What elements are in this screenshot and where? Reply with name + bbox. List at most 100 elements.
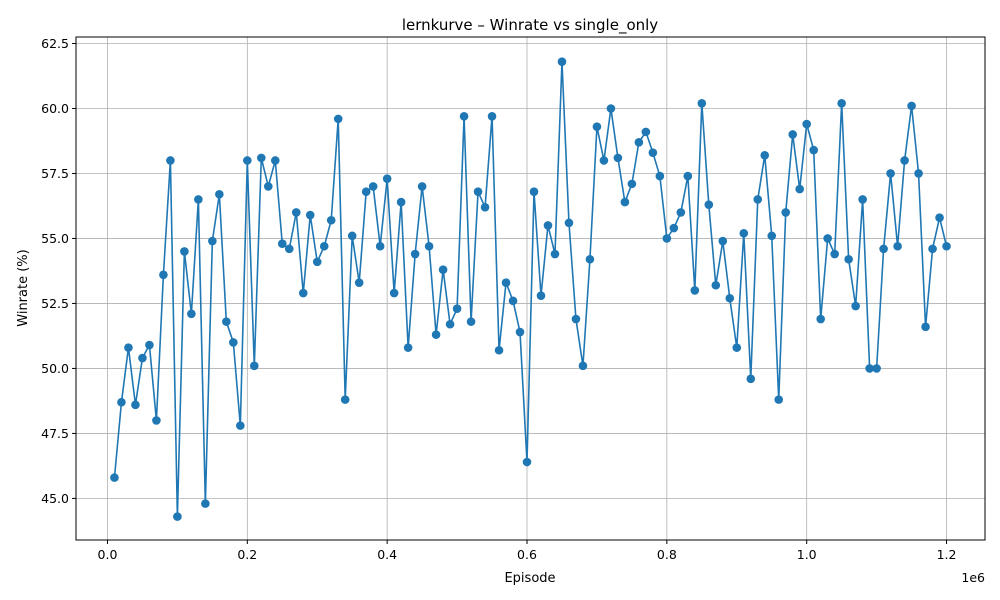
data-point [124,343,133,352]
data-point [117,397,126,407]
data-point [655,171,665,181]
data-point [361,187,371,196]
data-point [732,343,742,352]
data-point [683,171,693,181]
series-line [113,60,948,518]
data-point [473,187,483,196]
data-points-group [110,57,951,521]
y-axis-label: Winrate (%) [16,249,31,326]
data-point [410,249,420,259]
data-point [382,174,392,183]
data-point [243,156,252,165]
data-point [501,278,511,287]
data-point [592,122,602,131]
y-tick-label: 55.0 [41,231,69,246]
data-point [438,265,448,274]
data-point [396,197,406,207]
data-point [830,249,839,259]
data-point [159,270,168,280]
data-point [907,101,916,111]
data-point [424,241,434,251]
data-point [795,184,804,194]
data-point [704,200,714,209]
data-point [900,156,909,165]
data-point [236,421,245,430]
data-point [208,236,217,246]
data-point [571,314,581,324]
data-point [445,319,455,329]
x-tick-label: 0.6 [517,547,537,562]
data-point [298,288,308,298]
x-tick-label: 0.4 [377,547,397,562]
plot-frame [75,36,986,541]
data-point [166,156,175,165]
data-point [431,330,441,339]
data-point [858,195,867,204]
data-point [942,241,951,251]
data-point [215,189,224,199]
data-point [145,340,154,350]
data-point [368,182,378,191]
x-axis-label: Episode [504,571,555,586]
data-point [781,208,791,217]
data-point [277,239,287,248]
data-point [529,187,539,196]
data-point [823,234,832,243]
data-point [613,153,623,163]
data-point [760,150,770,160]
data-point [816,314,825,324]
data-point [550,249,560,259]
y-tick-label: 47.5 [41,426,69,441]
data-point [131,400,140,410]
data-point [536,291,546,300]
data-point [844,254,853,264]
x-tick-label: 0.0 [98,547,118,562]
series-line-group [113,60,948,518]
x-axis-offset-label: 1e6 [961,570,985,585]
data-point [865,364,874,373]
data-point [284,244,294,254]
data-point [543,221,553,230]
data-point [347,231,357,241]
data-point [257,153,266,163]
data-point [774,395,784,404]
data-point [201,499,210,508]
data-point [711,280,721,290]
data-point [669,223,679,233]
data-point [522,457,532,467]
data-point [697,98,707,108]
data-point [914,169,923,178]
data-point [620,197,630,207]
data-point [725,293,735,303]
data-point [809,145,818,155]
data-point [690,286,700,295]
chart-title: lernkurve – Winrate vs single_only [402,16,658,35]
data-point [152,416,161,425]
data-point [508,296,518,306]
data-point [662,234,672,243]
data-point [767,231,777,241]
data-point [746,374,756,384]
x-tick-label: 0.8 [657,547,677,562]
data-point [138,353,147,363]
data-point [893,241,902,251]
data-point [648,148,658,157]
data-point [333,114,343,124]
y-tick-label: 50.0 [41,361,69,376]
data-point [250,361,259,371]
data-point [326,215,336,225]
data-point [606,104,616,113]
y-tick-label: 45.0 [41,491,69,506]
data-point [718,236,728,246]
data-point [627,179,637,189]
x-tick-label: 0.2 [237,547,257,562]
data-point [515,327,525,337]
data-point [263,182,273,191]
data-point [487,111,497,121]
data-point [389,288,399,298]
data-point [466,317,476,326]
x-tick-label: 1.0 [797,547,817,562]
y-tick-label: 57.5 [41,166,69,181]
data-point [921,322,930,332]
